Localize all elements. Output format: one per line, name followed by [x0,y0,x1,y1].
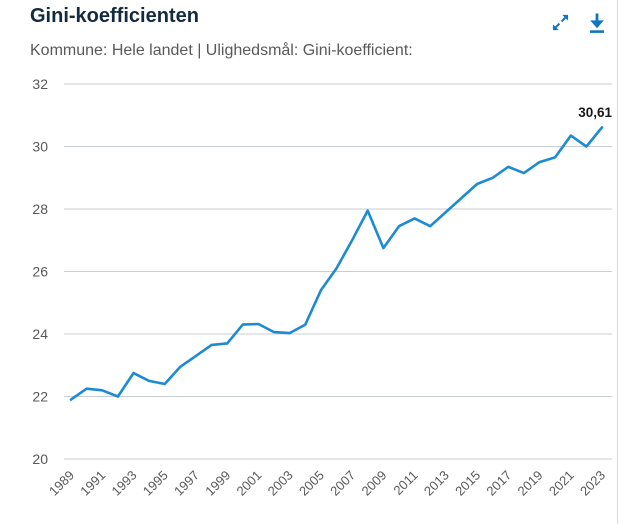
x-tick-label-2007: 2007 [327,468,358,499]
y-tick-label-20: 20 [32,451,48,467]
x-tick-label-2009: 2009 [358,468,389,499]
x-tick-label-2001: 2001 [233,468,264,499]
y-tick-label-26: 26 [32,264,48,280]
download-icon [590,13,604,33]
download-button[interactable] [584,9,610,35]
expand-button[interactable] [548,10,573,35]
x-tick-label-2011: 2011 [390,468,420,498]
page-title: Gini-koefficienten [30,5,199,27]
x-tick-label-2023: 2023 [577,468,608,499]
card-right-border [617,0,618,524]
x-tick-label-2003: 2003 [265,468,296,499]
x-tick-label-1991: 1991 [77,468,108,499]
x-tick-label-2017: 2017 [483,468,514,499]
x-tick-label-1997: 1997 [171,468,202,499]
latest-value-label: 30,61 [578,105,612,120]
x-tick-label-1989: 1989 [46,468,77,499]
expand-icon [552,14,569,30]
x-tick-label-1999: 1999 [202,468,233,499]
y-tick-label-32: 32 [32,76,48,92]
x-tick-label-2019: 2019 [515,468,546,499]
x-tick-label-2005: 2005 [296,468,327,499]
x-tick-label-1995: 1995 [140,468,171,499]
x-tick-label-1993: 1993 [109,468,140,499]
x-tick-label-2021: 2021 [546,468,577,499]
y-tick-label-22: 22 [32,389,48,405]
x-tick-label-2013: 2013 [421,468,452,499]
chart-subtitle: Kommune: Hele landet | Ulighedsmål: Gini… [30,42,413,59]
y-tick-label-30: 30 [32,139,48,155]
y-tick-label-24: 24 [32,326,48,342]
gini-series-line[interactable] [69,126,604,401]
y-tick-label-28: 28 [32,201,48,217]
chart-actions [548,9,610,35]
x-tick-label-2015: 2015 [452,468,483,499]
